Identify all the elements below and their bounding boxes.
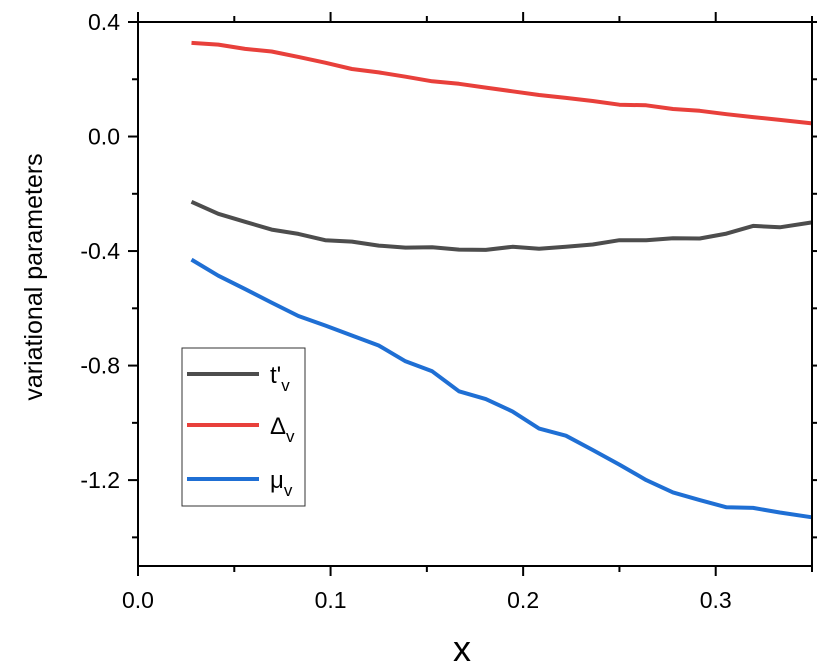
x-tick-label: 0.2 [507,587,539,613]
legend-label-mu: μv [270,467,293,500]
x-tick-label: 0.3 [700,587,732,613]
legend-name-delta: Δ [270,413,286,440]
x-tick-label: 0.0 [122,587,154,613]
y-tick-label: -0.8 [80,353,120,379]
series-line-t-prime [190,199,813,252]
y-tick-label: 0.0 [88,124,120,150]
legend-name-t-prime: t' [270,362,281,389]
legend-sub-t-prime: v [281,376,290,395]
tick-labels: 0.0 0.1 0.2 0.3 0.4 0.0 -0.4 -0.8 -1.2 [80,9,731,613]
y-tick-label: -1.2 [80,467,120,493]
x-tick-label: 0.1 [315,587,347,613]
legend-label-delta: Δv [270,413,295,446]
y-tick-label: 0.4 [88,9,120,35]
legend-name-mu: μ [270,467,284,494]
y-axis-title: variational parameters [20,153,48,400]
plot-frame [137,21,813,567]
legend: t'v Δv μv [181,347,306,507]
series-lines [190,40,813,520]
series-line-mu [190,257,813,520]
x-axis-title: x [453,628,471,669]
legend-sub-delta: v [286,427,295,446]
legend-label-t-prime: t'v [270,362,290,395]
legend-sub-mu: v [284,481,293,500]
y-tick-label: -0.4 [80,238,120,264]
series-line-delta [191,40,813,126]
